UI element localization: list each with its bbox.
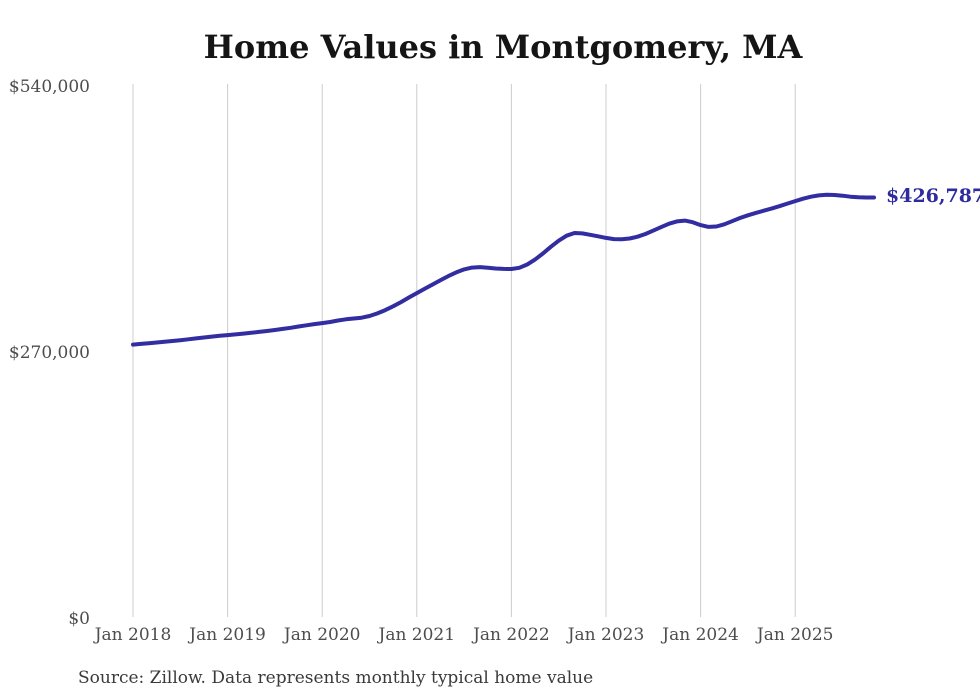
x-tick-label: Jan 2021 xyxy=(377,625,456,645)
y-tick-label: $270,000 xyxy=(9,343,90,363)
y-tick-label: $0 xyxy=(68,609,90,629)
x-tick-label: Jan 2024 xyxy=(660,625,739,645)
x-tick-label: Jan 2025 xyxy=(755,625,834,645)
source-note: Source: Zillow. Data represents monthly … xyxy=(78,668,594,688)
value-line xyxy=(131,192,876,347)
x-tick-label: Jan 2020 xyxy=(282,625,361,645)
x-tick-label: Jan 2022 xyxy=(471,625,550,645)
x-tick-label: Jan 2019 xyxy=(187,625,266,645)
x-tick-label: Jan 2023 xyxy=(566,625,645,645)
chart-title: Home Values in Montgomery, MA xyxy=(203,28,803,66)
latest-value-annotation: $426,787 xyxy=(886,185,980,207)
x-tick-label: Jan 2018 xyxy=(93,625,172,645)
y-tick-label: $540,000 xyxy=(9,77,90,97)
